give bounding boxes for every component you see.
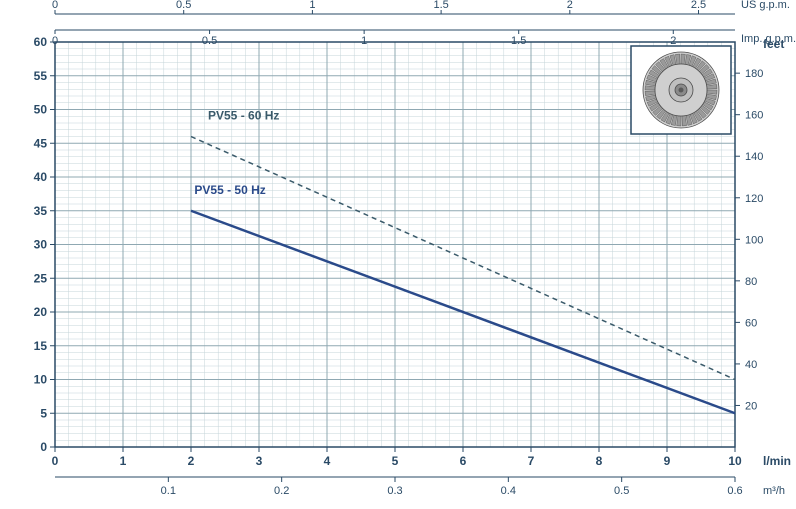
y-right-label: 160 [745, 110, 763, 122]
x-bottom-label: 10 [728, 454, 742, 468]
y-left-label: 20 [34, 305, 48, 319]
x-bottom2-label: 0.1 [161, 485, 176, 497]
y-left-label: 35 [34, 204, 48, 218]
x-bottom2-label: 0.2 [274, 485, 289, 497]
y-right-label: 40 [745, 359, 757, 371]
x-bottom-label: 4 [324, 454, 331, 468]
x-bottom2-label: 0.6 [727, 485, 742, 497]
y-left-label: 50 [34, 103, 48, 117]
x-top1-unit: US g.p.m. [741, 0, 790, 11]
y-left-label: 45 [34, 136, 48, 150]
y-right-label: 120 [745, 193, 763, 205]
impeller-center [679, 88, 684, 93]
series-label-1: PV55 - 60 Hz [208, 109, 279, 123]
y-left-label: 15 [34, 339, 48, 353]
x-bottom2-label: 0.4 [501, 485, 516, 497]
x-top1-label: 1 [309, 0, 315, 11]
x-bottom-label: 0 [52, 454, 59, 468]
y-left-label: 0 [40, 440, 47, 454]
x-bottom-label: 2 [188, 454, 195, 468]
x-bottom2-unit: m³/h [763, 485, 785, 497]
x-bottom-label: 5 [392, 454, 399, 468]
y-left-label: 10 [34, 373, 48, 387]
x-top1-label0: 0 [52, 0, 58, 11]
x-top2-label: 2 [670, 35, 676, 47]
x-bottom-label: 7 [528, 454, 535, 468]
x-top1-label: 2 [567, 0, 573, 11]
y-right-label: 80 [745, 276, 757, 288]
y-left-label: 30 [34, 238, 48, 252]
x-top1-label: 1.5 [433, 0, 448, 11]
x-bottom-label: 9 [664, 454, 671, 468]
x-top1-label: 2.5 [691, 0, 706, 11]
x-bottom-label: 3 [256, 454, 263, 468]
x-bottom-label: 6 [460, 454, 467, 468]
series-label-0: PV55 - 50 Hz [194, 183, 265, 197]
y-right-label: 100 [745, 234, 763, 246]
x-bottom2-label: 0.3 [387, 485, 402, 497]
x-bottom-label: 1 [120, 454, 127, 468]
x-top1-label: 0.5 [176, 0, 191, 11]
pump-curve-chart: 0510152025303540455055602040608010012014… [0, 0, 796, 509]
y-right-label: 180 [745, 68, 763, 80]
x-top2-label: 1.5 [511, 35, 526, 47]
y-right-label: 140 [745, 151, 763, 163]
x-top2-label: 1 [361, 35, 367, 47]
x-bottom-unit: l/min [763, 454, 791, 468]
y-left-label: 55 [34, 69, 48, 83]
x-top2-label: 0.5 [202, 35, 217, 47]
y-left-label: 25 [34, 271, 48, 285]
y-left-label: 60 [34, 35, 48, 49]
y-right-label: 20 [745, 400, 757, 412]
y-left-label: 5 [40, 406, 47, 420]
y-left-label: 40 [34, 170, 48, 184]
x-top2-unit: Imp. g.p.m. [741, 33, 796, 45]
x-top2-label0: 0 [52, 35, 58, 47]
y-right-label: 60 [745, 317, 757, 329]
x-bottom2-label: 0.5 [614, 485, 629, 497]
x-bottom-label: 8 [596, 454, 603, 468]
